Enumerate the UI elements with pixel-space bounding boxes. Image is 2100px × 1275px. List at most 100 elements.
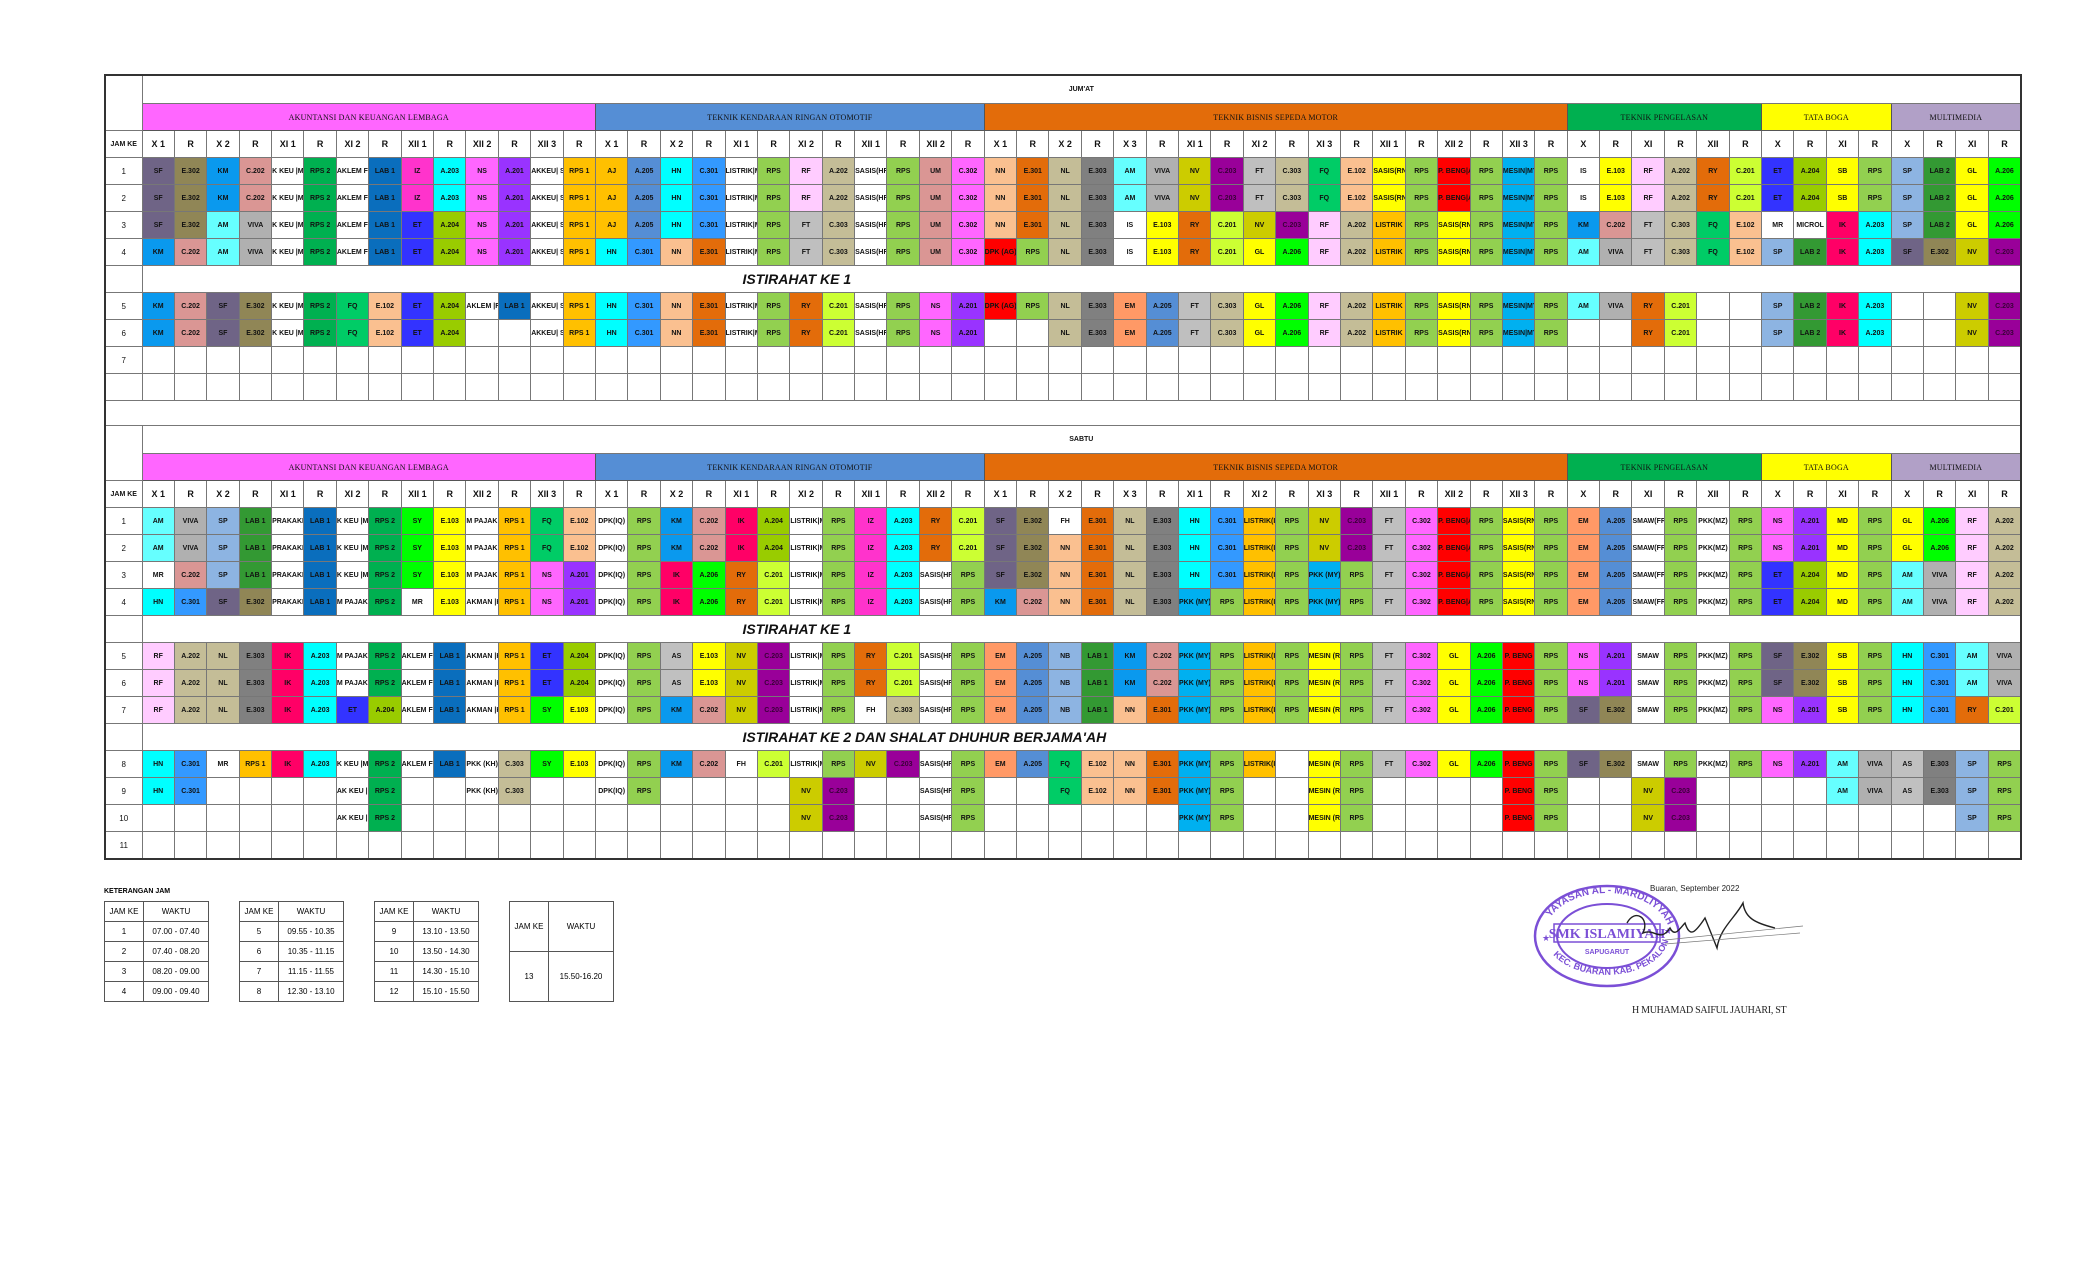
schedule-cell: RPS 2 — [368, 669, 402, 697]
schedule-cell: AKKEU| ST — [530, 211, 564, 239]
class-header: X 2 — [1048, 130, 1082, 158]
class-header: XI — [1955, 130, 1989, 158]
schedule-cell: A.202 — [173, 696, 208, 724]
schedule-cell: GL — [1437, 750, 1471, 778]
day-title: JUM'AT — [141, 74, 2022, 104]
schedule-cell: C.301 — [173, 777, 208, 805]
schedule-cell: RPS — [627, 642, 661, 670]
schedule-cell: SMAW(FR) — [1631, 534, 1665, 562]
schedule-cell — [724, 346, 758, 374]
schedule-cell: AM — [141, 507, 175, 535]
schedule-cell: KM — [141, 319, 175, 347]
class-header: R — [1339, 130, 1374, 158]
schedule-cell: LAB 1 — [433, 642, 467, 670]
schedule-cell: IK — [271, 642, 305, 670]
place-date: Buaran, September 2022 — [1650, 884, 1740, 893]
schedule-cell: RF — [789, 184, 823, 212]
schedule-cell — [1631, 831, 1665, 860]
schedule-cell: SP — [1890, 184, 1924, 212]
schedule-cell: RPS — [1534, 804, 1568, 832]
schedule-cell — [1922, 319, 1957, 347]
schedule-cell: AKLEM FI — [335, 211, 370, 239]
schedule-cell: C.303 — [1275, 184, 1309, 212]
schedule-cell: E.103 — [692, 669, 726, 697]
class-header: XII 1 — [854, 480, 888, 508]
schedule-cell: E.302 — [1922, 238, 1957, 266]
schedule-cell: LAB 1 — [368, 238, 402, 266]
schedule-cell: RPS 1 — [497, 534, 532, 562]
schedule-cell — [303, 346, 337, 374]
svg-text:SMK ISLAMIYAH: SMK ISLAMIYAH — [1549, 927, 1666, 942]
schedule-cell — [1728, 777, 1763, 805]
schedule-cell: RPS — [756, 184, 791, 212]
schedule-cell — [756, 777, 791, 805]
schedule-cell: PKK(MZ) — [1696, 534, 1730, 562]
legend-jam: 1 — [104, 921, 144, 942]
schedule-cell — [789, 373, 823, 401]
schedule-cell: NN — [983, 157, 1018, 185]
schedule-cell: C.201 — [821, 319, 856, 347]
schedule-cell: RPS — [1858, 669, 1892, 697]
schedule-cell: E.302 — [238, 292, 273, 320]
schedule-cell: K KEU |M — [271, 238, 305, 266]
schedule-cell — [1599, 346, 1633, 374]
class-header: XI 3 — [1307, 130, 1341, 158]
schedule-cell: AKMAN |K — [465, 696, 499, 724]
schedule-cell: RF — [141, 642, 175, 670]
schedule-cell: E.102 — [1339, 184, 1374, 212]
schedule-cell: A.202 — [173, 642, 208, 670]
schedule-cell: RPS — [1469, 534, 1503, 562]
schedule-cell: A.204 — [756, 507, 791, 535]
schedule-cell: VIVA — [173, 534, 208, 562]
break-row: ISTIRAHAT KE 1 — [104, 615, 2022, 643]
schedule-cell — [530, 373, 564, 401]
spacer-cell — [105, 400, 2022, 426]
schedule-cell — [1307, 346, 1341, 374]
legend-row: 6 10.35 - 11.15 — [239, 941, 344, 962]
schedule-cell: A.202 — [173, 669, 208, 697]
schedule-cell — [1080, 831, 1115, 860]
schedule-cell: RPS — [821, 588, 856, 616]
schedule-cell: RPS — [1858, 157, 1892, 185]
class-header: R — [1858, 480, 1892, 508]
schedule-cell: NV — [789, 804, 823, 832]
schedule-cell: NV — [1307, 534, 1341, 562]
schedule-cell: NN — [1048, 561, 1082, 589]
schedule-cell — [627, 831, 661, 860]
schedule-cell — [1372, 777, 1406, 805]
schedule-cell: C.201 — [951, 534, 985, 562]
schedule-cell: SP — [1955, 804, 1989, 832]
schedule-cell: AM — [1113, 184, 1147, 212]
schedule-cell: RY — [854, 642, 888, 670]
schedule-cell: RPS 1 — [562, 319, 596, 347]
schedule-cell: ET — [1761, 588, 1795, 616]
break-jam-cell — [104, 265, 143, 293]
jam-ke-cell: 7 — [104, 696, 143, 724]
schedule-cell: NB — [1048, 642, 1082, 670]
schedule-cell: E.301 — [1145, 750, 1180, 778]
class-header: XII 2 — [465, 130, 499, 158]
schedule-cell — [692, 373, 726, 401]
schedule-cell: AKKEU| ST — [530, 319, 564, 347]
schedule-cell: C.203 — [1987, 238, 2022, 266]
schedule-cell: C.201 — [886, 642, 920, 670]
schedule-cell: LISTRIK(IZ) — [1242, 507, 1277, 535]
schedule-cell: SASIS(HF) — [918, 696, 953, 724]
department-row: AKUNTANSI DAN KEUANGAN LEMBAGA TEKNIK KEN… — [105, 103, 2022, 131]
schedule-cell: KM — [206, 157, 240, 185]
schedule-cell: RF — [789, 157, 823, 185]
class-header: XI 2 — [1242, 480, 1277, 508]
schedule-cell: E.303 — [1922, 777, 1957, 805]
schedule-cell: NS — [530, 588, 564, 616]
schedule-cell: FT — [1372, 696, 1406, 724]
class-header: XI — [1825, 480, 1860, 508]
jam-ke-cell: 9 — [104, 777, 143, 805]
schedule-cell: PKK(MZ) — [1696, 588, 1730, 616]
schedule-cell: LAB 1 — [303, 561, 337, 589]
jam-ke-cell: 3 — [104, 561, 143, 589]
schedule-cell: RPS — [627, 588, 661, 616]
schedule-cell: RPS 2 — [368, 804, 402, 832]
schedule-cell: P. BENG|AG — [1437, 507, 1471, 535]
schedule-cell: A.203 — [303, 669, 337, 697]
